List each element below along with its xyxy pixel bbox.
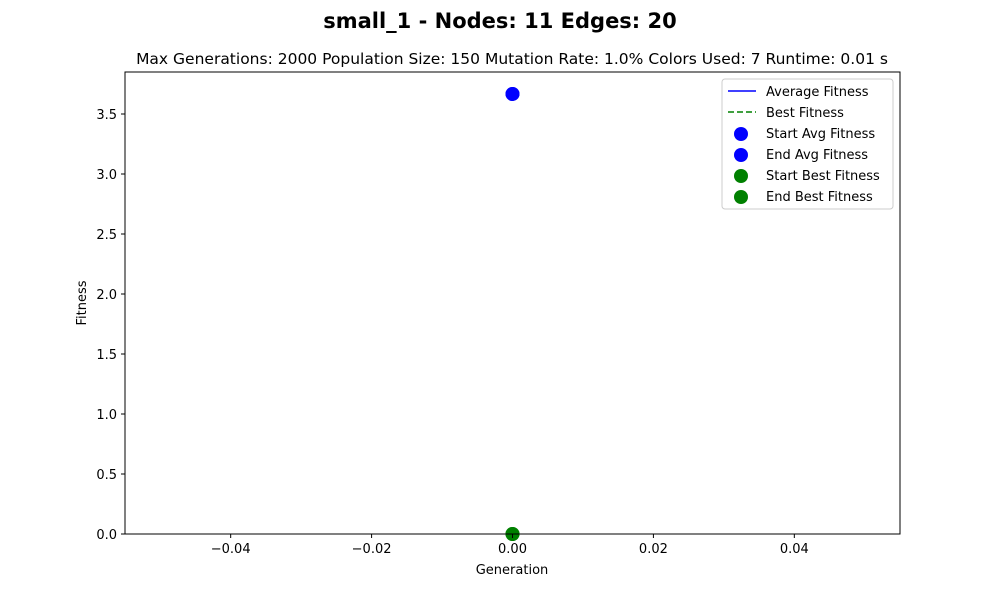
- y-tick-label: 3.0: [96, 168, 117, 183]
- legend-entry-label: Average Fitness: [766, 85, 869, 100]
- legend-marker-swatch: [734, 190, 748, 204]
- y-tick-label: 3.5: [96, 108, 117, 123]
- x-axis-label: Generation: [476, 563, 549, 578]
- x-tick-label: 0.02: [639, 542, 668, 557]
- x-tick-label: 0.00: [498, 542, 527, 557]
- legend-marker-swatch: [734, 169, 748, 183]
- legend: Average Fitness Best Fitness Start Avg Fit…: [721, 78, 894, 210]
- y-tick-label: 2.0: [96, 288, 117, 303]
- x-tick-label: −0.02: [352, 542, 392, 557]
- y-tick-label: 1.5: [96, 348, 117, 363]
- data-point: [505, 86, 520, 101]
- x-axis: −0.04 −0.02 0.00 0.02 0.04: [211, 534, 809, 557]
- y-tick-label: 1.0: [96, 408, 117, 423]
- legend-marker-swatch: [734, 148, 748, 162]
- chart-subtitle: Max Generations: 2000 Population Size: 1…: [136, 50, 888, 68]
- y-tick-label: 2.5: [96, 228, 117, 243]
- legend-marker-swatch: [734, 127, 748, 141]
- chart-title: small_1 - Nodes: 11 Edges: 20: [323, 9, 677, 33]
- legend-entry-label: End Best Fitness: [766, 190, 873, 205]
- x-tick-label: −0.04: [211, 542, 251, 557]
- legend-entry-label: Best Fitness: [766, 106, 844, 121]
- x-tick-label: 0.04: [780, 542, 809, 557]
- legend-entry-label: Start Avg Fitness: [766, 127, 875, 142]
- y-tick-label: 0.0: [96, 528, 117, 543]
- y-tick-label: 0.5: [96, 468, 117, 483]
- y-axis-label: Fitness: [75, 280, 90, 325]
- y-axis: 0.0 0.5 1.0 1.5 2.0 2.5 3.0 3.5: [96, 108, 125, 543]
- legend-entry-label: Start Best Fitness: [766, 169, 880, 184]
- legend-entry-label: End Avg Fitness: [766, 148, 868, 163]
- legend-box: [721, 78, 894, 210]
